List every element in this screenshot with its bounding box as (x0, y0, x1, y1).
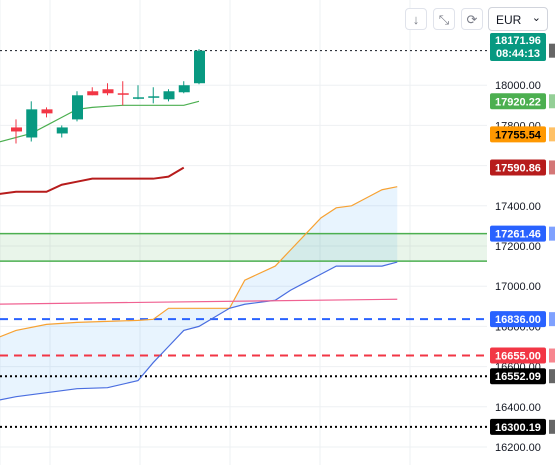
chevron-down-icon: ⌄ (531, 12, 541, 24)
price-tag-marker-1 (549, 94, 555, 109)
y-tick-label: 16400.00 (495, 402, 541, 414)
price-tag-1 (490, 93, 546, 110)
series-line-4 (0, 298, 398, 305)
candle-body-0 (11, 127, 22, 132)
candle-body-3 (56, 127, 68, 134)
price-tag-label: 16300.19 (495, 422, 541, 434)
price-tag-4 (490, 225, 546, 242)
currency-select[interactable]: EUR ⌄ (488, 7, 548, 31)
price-tag-7 (490, 347, 546, 364)
price-tag-marker-7 (549, 348, 555, 363)
support-zone (0, 233, 487, 262)
price-tag-label: 17261.46 (495, 229, 541, 241)
price-tag-marker-0 (549, 43, 555, 58)
candle-body-10 (163, 91, 175, 100)
arrow-down-icon[interactable]: ↓ (405, 8, 427, 30)
price-tag-6 (490, 311, 546, 328)
y-tick-label: 18000.00 (495, 80, 541, 92)
series-line-0 (0, 100, 200, 143)
candle-body-9 (148, 96, 160, 98)
price-tag-label: 17920.22 (495, 96, 541, 108)
price-tag-3 (490, 159, 546, 176)
current-price-label: 18171.96 (495, 35, 541, 47)
price-tag-marker-9 (549, 419, 555, 434)
series-line-2 (0, 186, 398, 338)
currency-label: EUR (496, 13, 522, 27)
price-tag-8 (490, 368, 546, 385)
candle-body-12 (194, 50, 205, 84)
y-tick-label: 16200.00 (495, 442, 541, 454)
price-tag-9 (490, 418, 546, 435)
price-tag-marker-6 (549, 312, 555, 327)
price-tag-2 (490, 126, 546, 143)
collapse-icon[interactable]: ⤡ (433, 8, 455, 30)
candle-body-1 (26, 109, 38, 138)
cloud-area (0, 186, 398, 400)
countdown-label: 08:44:13 (496, 48, 540, 60)
series-line-1 (0, 166, 185, 195)
y-tick-label: 17000.00 (495, 281, 541, 293)
price-tag-marker-2 (549, 127, 555, 142)
candle-body-11 (178, 85, 190, 93)
price-tag-marker-4 (549, 226, 555, 241)
current-price-tag (490, 33, 546, 61)
candle-body-5 (87, 91, 99, 96)
candle-body-8 (133, 97, 144, 99)
price-tag-label: 17590.86 (495, 162, 541, 174)
candle-body-2 (41, 109, 53, 114)
candle-body-7 (117, 93, 129, 95)
price-tag-label: 17755.54 (495, 129, 542, 141)
y-tick-label: 17200.00 (495, 241, 541, 253)
candle-body-4 (72, 95, 83, 120)
price-tag-label: 16655.00 (495, 351, 541, 363)
price-tag-marker-8 (549, 369, 555, 384)
price-tag-label: 16836.00 (495, 314, 541, 326)
y-tick-label: 17400.00 (495, 201, 541, 213)
candle-body-6 (102, 89, 114, 94)
refresh-icon[interactable]: ⟳ (461, 8, 483, 30)
price-tag-label: 16552.09 (495, 371, 541, 383)
series-line-3 (0, 261, 398, 401)
price-tag-marker-3 (549, 160, 555, 175)
